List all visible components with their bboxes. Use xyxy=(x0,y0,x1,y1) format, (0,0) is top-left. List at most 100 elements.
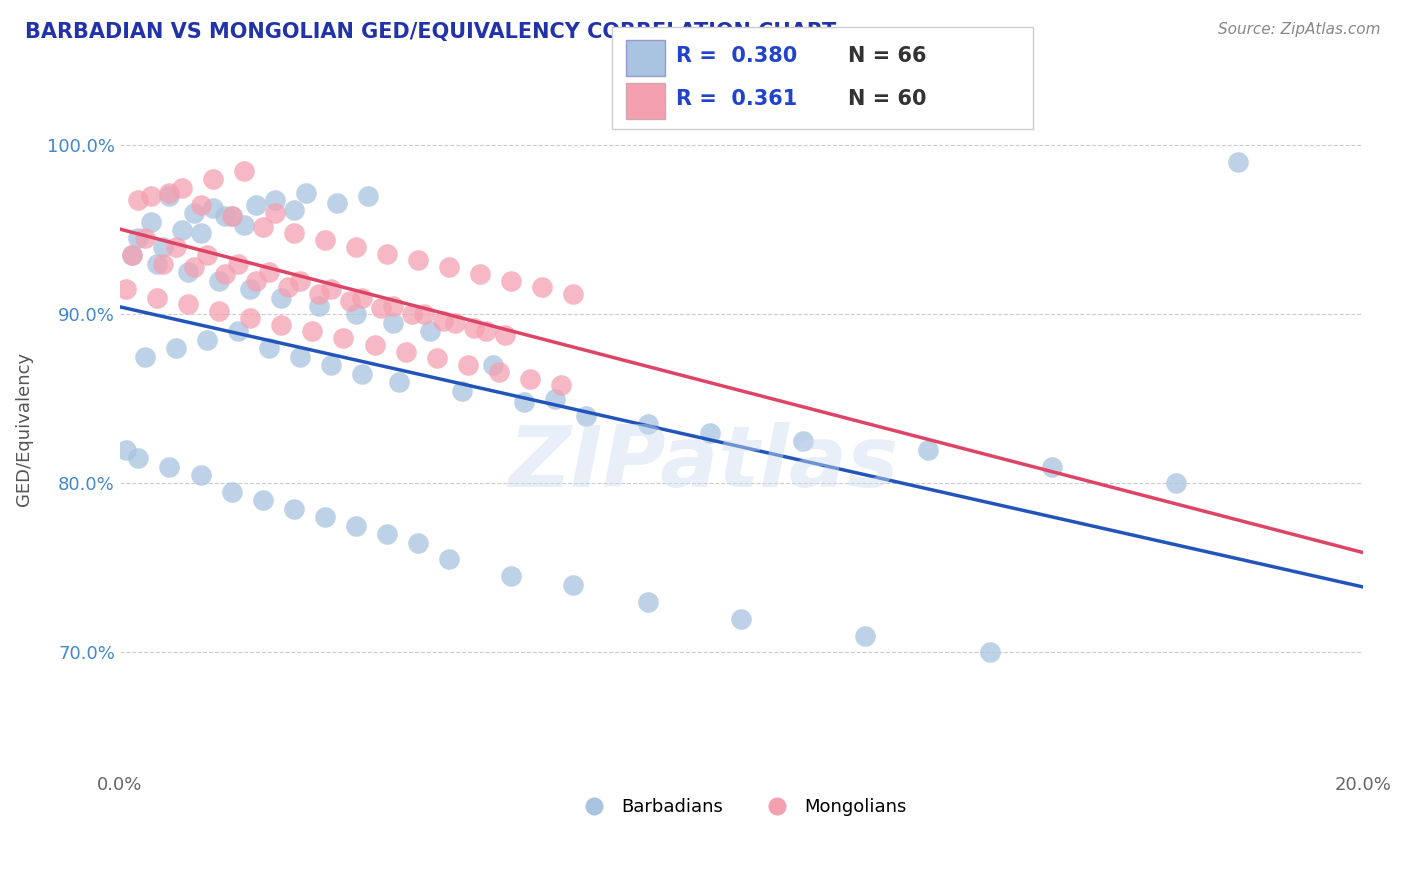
Point xyxy=(221,210,243,224)
Point xyxy=(352,291,374,305)
Point xyxy=(406,535,429,549)
Point xyxy=(475,324,498,338)
Point xyxy=(134,231,156,245)
Point xyxy=(512,395,534,409)
Point xyxy=(283,227,305,241)
Point xyxy=(226,257,249,271)
Point xyxy=(370,301,392,315)
Point xyxy=(319,358,342,372)
Point xyxy=(1166,476,1188,491)
Point xyxy=(190,197,212,211)
Point xyxy=(339,293,361,308)
Point xyxy=(146,291,169,305)
Point xyxy=(283,501,305,516)
Point xyxy=(382,316,405,330)
Point xyxy=(115,282,138,296)
Point xyxy=(270,291,292,305)
Point xyxy=(245,197,267,211)
Point xyxy=(195,333,218,347)
Point xyxy=(159,186,181,200)
Point xyxy=(152,240,174,254)
Point xyxy=(562,578,585,592)
Point xyxy=(375,246,398,260)
Point xyxy=(177,297,200,311)
Point xyxy=(115,442,138,457)
Text: N = 60: N = 60 xyxy=(848,89,927,109)
Point xyxy=(419,324,441,338)
Point xyxy=(301,324,323,338)
Point xyxy=(195,248,218,262)
Point xyxy=(550,378,572,392)
Point xyxy=(308,287,330,301)
Point xyxy=(457,358,479,372)
Point xyxy=(332,331,354,345)
Point xyxy=(165,240,187,254)
Point xyxy=(252,493,274,508)
Point xyxy=(201,201,224,215)
Point xyxy=(183,260,205,275)
Point xyxy=(344,518,367,533)
Point xyxy=(226,324,249,338)
Point xyxy=(352,367,374,381)
Point xyxy=(637,595,659,609)
Point xyxy=(295,186,318,200)
Point xyxy=(344,240,367,254)
Point xyxy=(190,468,212,483)
Point xyxy=(139,214,162,228)
Point xyxy=(637,417,659,432)
Point xyxy=(426,351,449,366)
Point xyxy=(264,206,287,220)
Point xyxy=(159,189,181,203)
Point xyxy=(127,451,149,466)
Point xyxy=(730,612,752,626)
Point xyxy=(183,206,205,220)
Y-axis label: GED/Equivalency: GED/Equivalency xyxy=(15,351,32,506)
Point xyxy=(208,304,231,318)
Point xyxy=(233,218,256,232)
Point xyxy=(239,282,262,296)
Point xyxy=(127,231,149,245)
Point xyxy=(326,196,349,211)
Point xyxy=(170,223,193,237)
Point xyxy=(257,265,280,279)
Point xyxy=(792,434,814,449)
Point xyxy=(177,265,200,279)
Point xyxy=(519,372,541,386)
Point xyxy=(277,280,299,294)
Point xyxy=(357,189,380,203)
Point xyxy=(470,267,492,281)
Point xyxy=(450,384,472,398)
Text: BARBADIAN VS MONGOLIAN GED/EQUIVALENCY CORRELATION CHART: BARBADIAN VS MONGOLIAN GED/EQUIVALENCY C… xyxy=(25,22,837,42)
Point xyxy=(283,202,305,217)
Point xyxy=(257,341,280,355)
Point xyxy=(917,442,939,457)
Point xyxy=(544,392,567,406)
Point xyxy=(382,299,405,313)
Point xyxy=(314,233,336,247)
Point xyxy=(239,310,262,325)
Point xyxy=(233,164,256,178)
Point xyxy=(344,308,367,322)
Text: R =  0.361: R = 0.361 xyxy=(676,89,797,109)
Point xyxy=(121,248,143,262)
Point xyxy=(252,219,274,234)
Point xyxy=(444,316,467,330)
Point xyxy=(146,257,169,271)
Point xyxy=(319,282,342,296)
Point xyxy=(245,274,267,288)
Point xyxy=(494,327,516,342)
Point xyxy=(1227,155,1250,169)
Point xyxy=(501,274,523,288)
Point xyxy=(437,552,460,566)
Text: Source: ZipAtlas.com: Source: ZipAtlas.com xyxy=(1218,22,1381,37)
Point xyxy=(481,358,503,372)
Point xyxy=(264,193,287,207)
Point xyxy=(437,260,460,275)
Point xyxy=(288,350,311,364)
Point xyxy=(201,172,224,186)
Point xyxy=(159,459,181,474)
Point xyxy=(388,375,411,389)
Point xyxy=(308,299,330,313)
Text: ZIPatlas: ZIPatlas xyxy=(508,422,898,506)
Point xyxy=(575,409,598,423)
